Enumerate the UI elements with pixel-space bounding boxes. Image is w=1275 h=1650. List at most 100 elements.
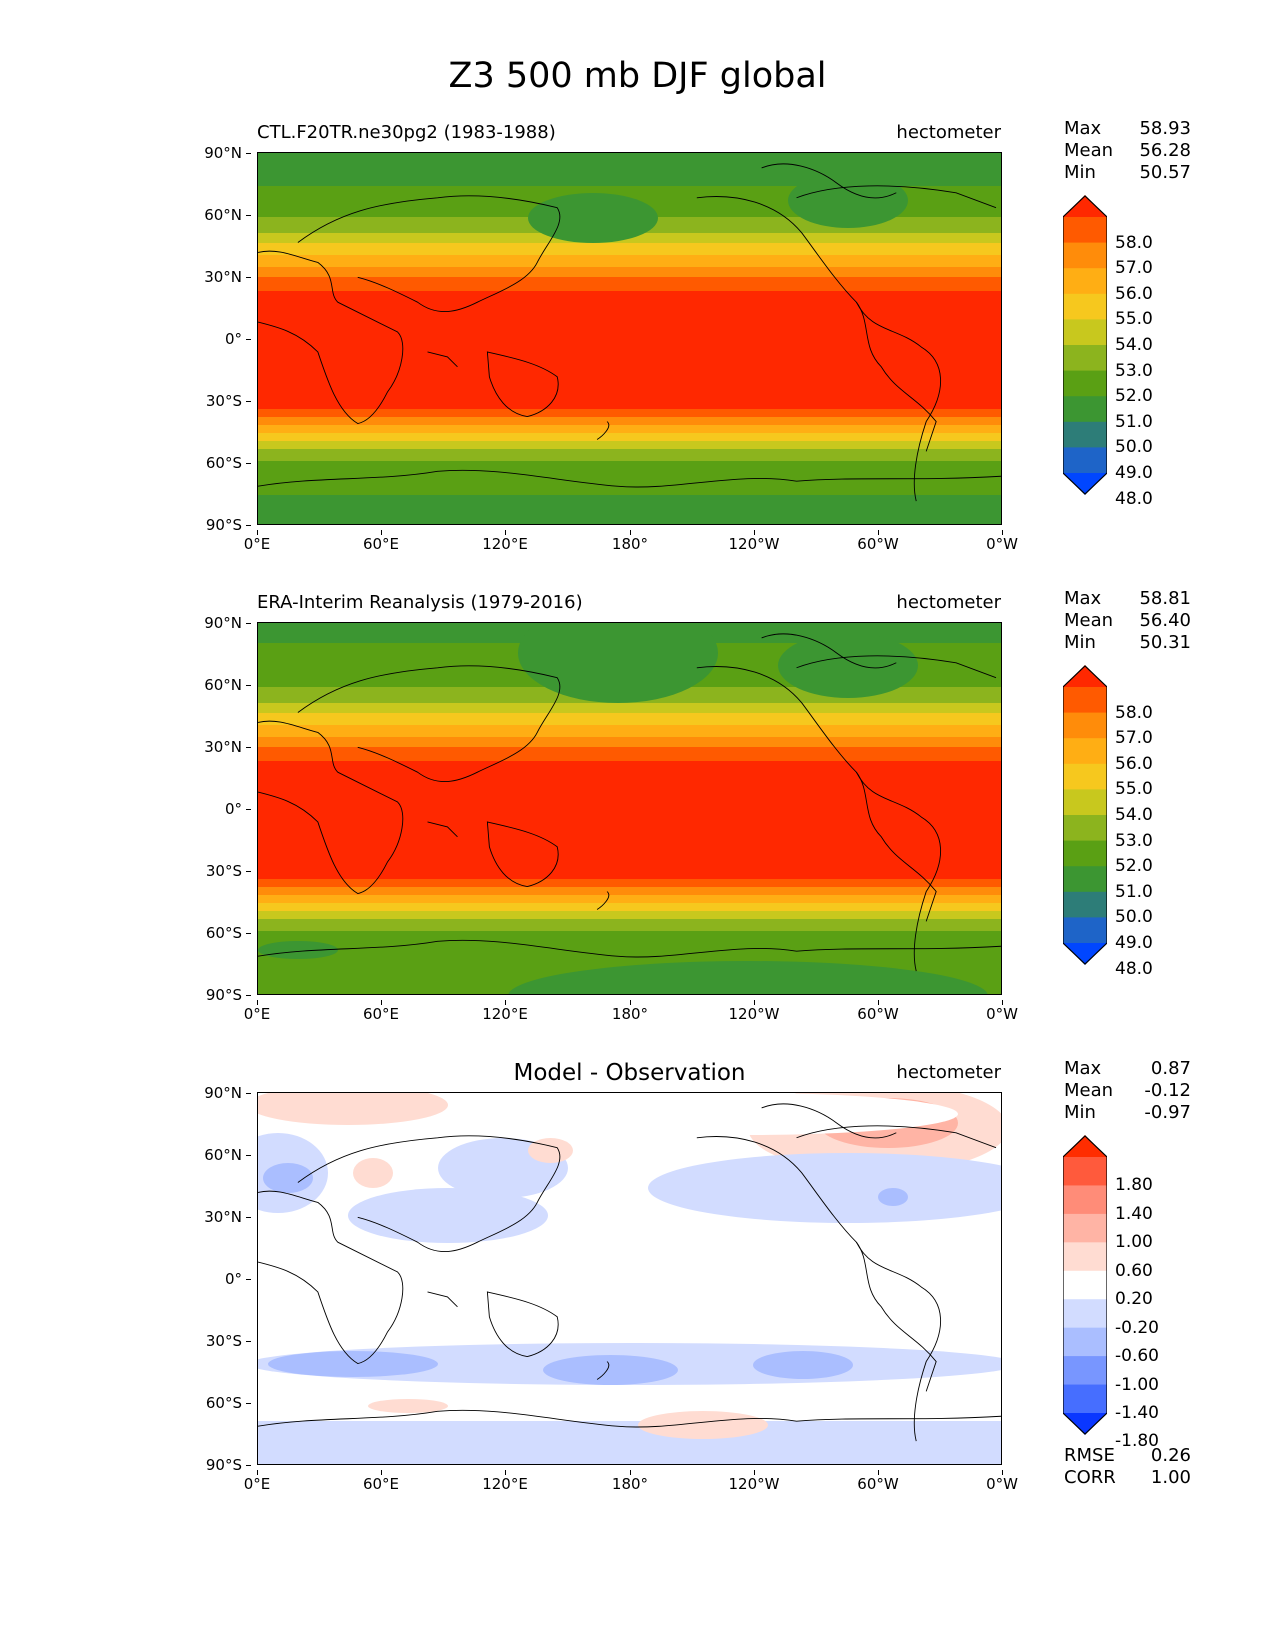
y-tick: 60°N: [172, 1147, 251, 1163]
colorbar-label: -1.00: [1115, 1374, 1159, 1395]
coastline-overlay: [258, 1103, 1001, 1442]
colorbar-label: 54.0: [1115, 805, 1153, 825]
map-diff: [257, 1092, 1002, 1465]
map-model: [257, 152, 1002, 525]
x-tick: 120°W: [714, 1000, 794, 1022]
colorbar-swatch: [1063, 1270, 1107, 1300]
x-tick: 0°E: [217, 530, 297, 552]
x-tick: 60°E: [341, 1000, 421, 1022]
colorbar-swatch: [1063, 917, 1107, 944]
colorbar-label: 53.0: [1115, 830, 1153, 851]
x-tick: 0°E: [217, 1470, 297, 1492]
metric-value: 0.26: [1150, 1445, 1191, 1466]
colorbar-label: 1.00: [1115, 1232, 1153, 1253]
colorbar-label: 1.40: [1115, 1203, 1153, 1224]
stat-value: 56.28: [1139, 140, 1191, 161]
colorbar: [1063, 195, 1107, 495]
x-tick: 0°W: [962, 530, 1042, 552]
colorbar-swatch: [1063, 447, 1107, 474]
y-tick: 60°S: [172, 1395, 251, 1411]
colorbar-swatch: [1063, 815, 1107, 842]
y-tick: 30°S: [172, 863, 251, 879]
colorbar-swatch: [1063, 943, 1107, 965]
y-tick: 0°: [172, 331, 251, 347]
map-obs: [257, 622, 1002, 995]
colorbar-label: 56.0: [1115, 283, 1153, 304]
x-tick: 120°E: [465, 530, 545, 552]
colorbar-swatch: [1063, 268, 1107, 295]
colorbar-label: 57.0: [1115, 258, 1153, 279]
stats-block: Max 0.87 Mean -0.12 Min -0.97: [1064, 1058, 1191, 1124]
coastline-overlay: [258, 633, 1001, 972]
x-tick: 60°E: [341, 530, 421, 552]
coastline-overlay: [258, 163, 1001, 502]
panel-diff: Model - Observation hectometer: [0, 1050, 1275, 1492]
stat-value: 0.87: [1150, 1058, 1191, 1079]
colorbar-swatch: [1063, 712, 1107, 739]
x-tick: 180°: [590, 1470, 670, 1492]
stat-value: 58.81: [1139, 588, 1191, 609]
colorbar-swatch: [1063, 1413, 1107, 1435]
x-tick: 60°W: [838, 1470, 918, 1492]
x-tick: 120°W: [714, 1470, 794, 1492]
colorbar-label: -0.60: [1115, 1346, 1159, 1367]
colorbar-label: 56.0: [1115, 753, 1153, 774]
colorbar-swatch: [1063, 396, 1107, 423]
colorbar-swatch: [1063, 217, 1107, 244]
colorbar-swatch: [1063, 1327, 1107, 1357]
colorbar-swatch: [1063, 319, 1107, 346]
panel-obs: ERA-Interim Reanalysis (1979-2016) hecto…: [0, 580, 1275, 1022]
colorbar: [1063, 1135, 1107, 1435]
x-tick: 120°E: [465, 1000, 545, 1022]
colorbar-label: 1.80: [1115, 1175, 1153, 1196]
colorbar-label: 58.0: [1115, 232, 1153, 253]
colorbar: [1063, 665, 1107, 965]
colorbar-swatch: [1063, 473, 1107, 495]
y-tick: 90°N: [172, 615, 251, 631]
colorbar-swatch: [1063, 789, 1107, 816]
metric-value: 1.00: [1150, 1467, 1191, 1488]
y-tick: 90°S: [172, 517, 251, 533]
stat-label: Max: [1064, 588, 1102, 609]
colorbar-swatch: [1063, 1135, 1107, 1157]
y-tick: 30°S: [172, 1333, 251, 1349]
y-tick: 30°N: [172, 1209, 251, 1225]
colorbar-swatch: [1063, 1242, 1107, 1272]
colorbar-label: 0.20: [1115, 1289, 1153, 1310]
stats-block: Max 58.81 Mean 56.40 Min 50.31: [1064, 588, 1191, 654]
y-tick: 90°S: [172, 1457, 251, 1473]
colorbar-outline: [1063, 665, 1107, 965]
colorbar-swatch: [1063, 345, 1107, 372]
x-tick: 60°W: [838, 1000, 918, 1022]
y-tick: 60°N: [172, 207, 251, 223]
colorbar-swatch: [1063, 1213, 1107, 1243]
colorbar-swatch: [1063, 1299, 1107, 1329]
colorbar-swatch: [1063, 891, 1107, 918]
y-tick: 60°S: [172, 925, 251, 941]
colorbar-swatch: [1063, 738, 1107, 765]
y-tick: 0°: [172, 801, 251, 817]
colorbar-swatch: [1063, 421, 1107, 448]
y-tick: 30°N: [172, 739, 251, 755]
colorbar-label: 50.0: [1115, 437, 1153, 458]
y-tick: 0°: [172, 1271, 251, 1287]
stat-value: -0.12: [1144, 1080, 1191, 1101]
colorbar-label: 51.0: [1115, 881, 1153, 902]
y-tick: 30°N: [172, 269, 251, 285]
colorbar-label: 0.60: [1115, 1260, 1153, 1281]
colorbar-swatch: [1063, 1185, 1107, 1215]
stat-label: Mean: [1064, 140, 1114, 161]
stat-value: 50.57: [1139, 162, 1191, 183]
panel-units: hectometer: [896, 122, 1001, 143]
colorbar-label: 51.0: [1115, 411, 1153, 432]
colorbar-swatch: [1063, 195, 1107, 217]
colorbar-swatch: [1063, 1356, 1107, 1386]
colorbar-outline: [1063, 1135, 1107, 1435]
colorbar-label: 55.0: [1115, 309, 1153, 330]
stat-value: 50.31: [1139, 632, 1191, 653]
y-tick: 30°S: [172, 393, 251, 409]
panel-units: hectometer: [896, 592, 1001, 613]
colorbar-swatch: [1063, 370, 1107, 397]
colorbar-label: 52.0: [1115, 856, 1153, 877]
x-tick: 0°E: [217, 1000, 297, 1022]
